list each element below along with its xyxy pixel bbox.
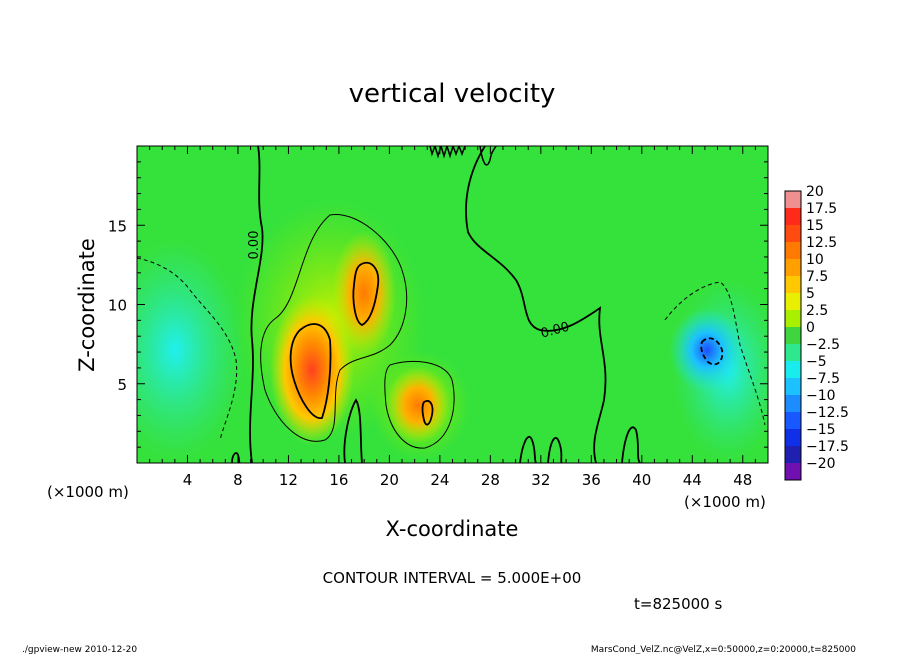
x-axis-label: X-coordinate <box>386 517 519 541</box>
x-tick-label: 16 <box>329 471 348 489</box>
contour-neg-left <box>137 257 238 441</box>
colorbar-label: −20 <box>806 456 836 472</box>
x-tick-label: 48 <box>733 471 752 489</box>
colorbar-label: 7.5 <box>806 269 828 285</box>
contour-neg10-right <box>700 337 724 366</box>
colorbar-swatch <box>785 429 801 446</box>
contour-lines <box>137 146 766 463</box>
contour-interval: CONTOUR INTERVAL = 5.000E+00 <box>323 569 582 587</box>
y-axis-label: Z-coordinate <box>75 238 99 372</box>
colorbar-swatch <box>785 310 801 327</box>
contour-neg-right <box>664 281 766 426</box>
x-tick-label: 24 <box>430 471 449 489</box>
colorbar-swatch <box>785 208 801 225</box>
colorbar-label: 5 <box>806 286 815 302</box>
footer-left: ./gpview-new 2010-12-20 <box>22 645 137 654</box>
positive-cell-small <box>386 367 450 443</box>
colorbar-swatch <box>785 242 801 259</box>
colorbar: 2017.51512.5107.552.50−2.5−5−7.5−10−12.5… <box>784 184 849 481</box>
x-tick-label: 28 <box>481 471 500 489</box>
colorbar-swatch <box>785 463 801 480</box>
colorbar-label: 20 <box>806 184 824 200</box>
colorbar-label: 10 <box>806 252 824 268</box>
contour-5-small <box>384 360 455 449</box>
colorbar-swatch <box>785 225 801 242</box>
contour-10-small <box>421 400 434 426</box>
x-axis: 4 8 12 16 20 24 28 32 36 40 44 48 <box>149 146 756 489</box>
colorbar-label: −2.5 <box>806 337 840 353</box>
colorbar-frame <box>784 190 802 481</box>
y-tick-label: 10 <box>108 297 127 315</box>
chart-title: vertical velocity <box>349 79 556 109</box>
colorbar-swatch <box>785 191 801 208</box>
colorbar-label: 2.5 <box>806 303 828 319</box>
x-tick-label: 32 <box>531 471 550 489</box>
y-tick-label: 5 <box>117 376 127 394</box>
x-tick-label: 36 <box>582 471 601 489</box>
contour-label-1: 0.00 <box>247 231 262 260</box>
colorbar-swatch <box>785 259 801 276</box>
colorbar-label: −15 <box>806 422 836 438</box>
colorbar-label: −12.5 <box>806 405 849 421</box>
contour-5-large <box>260 213 408 442</box>
colorbar-swatch <box>785 327 801 344</box>
footer-right: MarsCond_VelZ.nc@VelZ,x=0:50000,z=0:2000… <box>591 645 856 654</box>
colorbar-label: −17.5 <box>806 439 849 455</box>
x-tick-label: 20 <box>380 471 399 489</box>
colorbar-swatch <box>785 293 801 310</box>
x-tick-label: 40 <box>632 471 651 489</box>
colorbar-swatch <box>785 446 801 463</box>
colorbar-label: −10 <box>806 388 836 404</box>
y-axis: 5 10 15 <box>108 161 768 448</box>
x-tick-label: 8 <box>233 471 243 489</box>
x-tick-label: 4 <box>183 471 193 489</box>
colorbar-label: 12.5 <box>806 235 837 251</box>
colorbar-swatch <box>785 412 801 429</box>
colorbar-swatch <box>785 378 801 395</box>
contour-label-2: 0.00 <box>539 320 571 342</box>
x-tick-label: 12 <box>279 471 298 489</box>
contour-top-wiggles <box>429 146 497 166</box>
positive-cell-upper <box>332 231 396 355</box>
contour-10-upper <box>352 261 380 326</box>
colorbar-swatch <box>785 361 801 378</box>
plot-area: 0.00 0.00 <box>137 146 768 463</box>
contour-zero-left <box>249 146 264 463</box>
negative-region-left <box>137 240 245 460</box>
colorbar-label: 17.5 <box>806 201 837 217</box>
negative-core <box>669 308 745 392</box>
x-tick-label: 44 <box>683 471 702 489</box>
contour-10-main <box>289 323 332 419</box>
colorbar-label: −5 <box>806 354 827 370</box>
y-tick-label: 15 <box>108 217 127 235</box>
colorbar-swatch <box>785 276 801 293</box>
colorbar-swatch <box>785 344 801 361</box>
colorbar-label: 15 <box>806 218 824 234</box>
contour-zero-right <box>465 146 607 463</box>
x-unit-left: (×1000 m) <box>47 483 129 501</box>
time-label: t=825000 s <box>634 595 722 613</box>
colorbar-swatch <box>785 395 801 412</box>
x-unit-right: (×1000 m) <box>684 493 766 511</box>
contour-bottom-wiggles <box>231 398 641 463</box>
colorbar-label: −7.5 <box>806 371 840 387</box>
colorbar-label: 0 <box>806 320 815 336</box>
positive-cell-main <box>270 295 354 445</box>
